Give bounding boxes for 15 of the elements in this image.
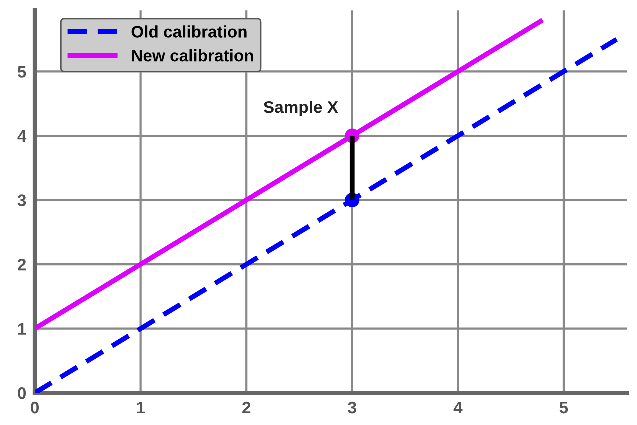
y-tick-label: 1 <box>18 323 26 335</box>
legend-label: New calibration <box>132 49 254 62</box>
y-tick-label: 4 <box>18 130 27 142</box>
x-tick-label: 5 <box>560 402 568 414</box>
x-tick-label: 2 <box>242 402 251 414</box>
y-tick-label: 0 <box>18 388 26 400</box>
y-tick-label: 5 <box>18 66 26 78</box>
legend-label: Old calibration <box>132 26 247 38</box>
annotation: Sample X <box>264 101 338 117</box>
x-tick-label: 3 <box>348 402 356 414</box>
x-tick-label: 4 <box>454 402 463 414</box>
x-tick-label: 1 <box>137 402 145 414</box>
y-tick-label: 3 <box>18 194 26 206</box>
x-tick-label: 0 <box>31 402 39 414</box>
y-tick-label: 2 <box>18 258 26 271</box>
